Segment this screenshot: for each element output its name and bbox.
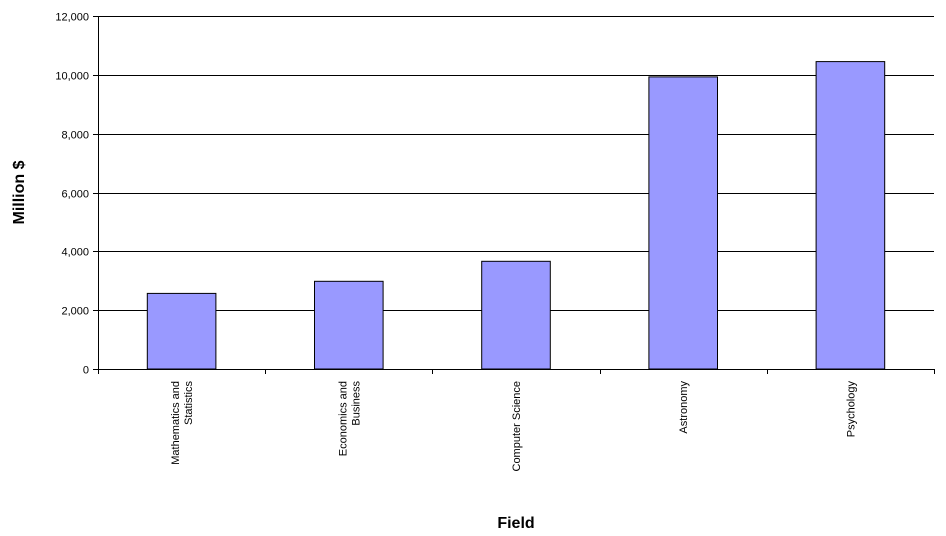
y-tick-label: 4,000 [61,247,89,259]
y-tick-label: 0 [83,365,89,377]
x-tick-labels: Mathematics and Statistics Economics and Bu… [98,369,935,472]
y-tick-label: 8,000 [61,130,89,142]
bars [146,61,886,370]
y-axis-title: Million $ [11,160,28,224]
x-tick-label: Psychology [845,381,857,438]
x-axis-title: Field [497,515,534,532]
x-tick-label-line: Mathematics and [170,381,182,465]
x-tick-label: Astronomy [678,381,690,434]
y-tick-label: 12,000 [55,12,89,24]
x-tick-label-line: Business [350,381,362,426]
bar [481,260,551,370]
grid-lines [98,16,934,311]
axes [98,16,934,370]
y-tick-label: 2,000 [61,306,89,318]
x-tick-label-line: Psychology [845,381,857,438]
bar [648,76,719,370]
bar [146,292,217,370]
x-tick-label-line: Statistics [183,381,195,426]
x-tick-label-line: Economics and [337,381,349,456]
y-tick-label: 6,000 [61,189,89,201]
y-tick-label: 10,000 [55,71,89,83]
x-tick-label: Economics and Business [337,381,362,457]
x-tick-label: Mathematics and Statistics [170,381,195,465]
x-tick-label-line: Computer Science [511,381,523,472]
y-tick-labels: 0 2,000 4,000 6,000 8,000 10,000 12,000 [55,12,98,377]
x-tick-label-line: Astronomy [678,381,690,434]
bar [815,61,886,370]
x-tick-label: Computer Science [511,381,523,472]
bar [314,280,384,370]
